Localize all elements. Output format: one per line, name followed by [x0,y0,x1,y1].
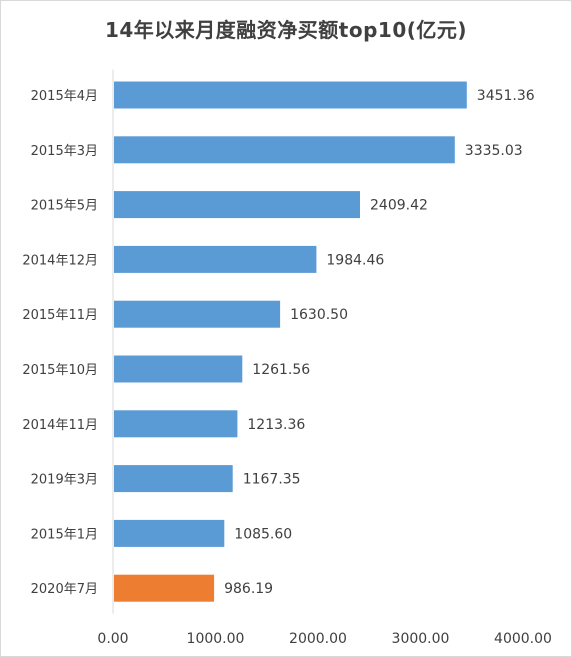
category-label: 2019年3月 [31,473,98,488]
bar [114,191,360,219]
data-label: 1085.60 [234,526,292,542]
data-label: 1167.35 [243,472,301,488]
x-tick-label: 3000.00 [392,631,450,647]
data-label: 1213.36 [247,417,305,433]
bar [114,245,317,273]
bar [114,355,243,383]
bar [114,410,238,438]
x-tick-label: 0.00 [97,631,128,647]
category-label: 2015年1月 [31,527,98,542]
bar [114,465,233,493]
bar [114,574,215,602]
category-label: 2015年10月 [22,363,98,378]
x-tick-label: 2000.00 [289,631,347,647]
bar [114,81,467,109]
bar [114,136,455,164]
data-label: 1261.56 [252,362,310,378]
data-label: 1984.46 [326,252,384,268]
data-label: 3335.03 [465,143,523,159]
bar [114,300,281,328]
category-label: 2014年11月 [22,418,98,433]
data-label: 3451.36 [477,88,535,104]
category-label: 2015年5月 [31,199,98,214]
x-tick-label: 4000.00 [494,631,552,647]
category-label: 2020年7月 [31,582,98,597]
data-label: 986.19 [224,581,273,597]
category-label: 2015年11月 [22,308,98,323]
category-label: 2015年4月 [31,89,98,104]
x-tick-label: 1000.00 [187,631,245,647]
chart-title: 14年以来月度融资净买额top10(亿元) [104,18,468,42]
bar [114,519,225,547]
category-label: 2015年3月 [31,144,98,159]
data-label: 2409.42 [370,198,428,214]
category-label: 2014年12月 [22,253,98,268]
data-label: 1630.50 [290,307,348,323]
